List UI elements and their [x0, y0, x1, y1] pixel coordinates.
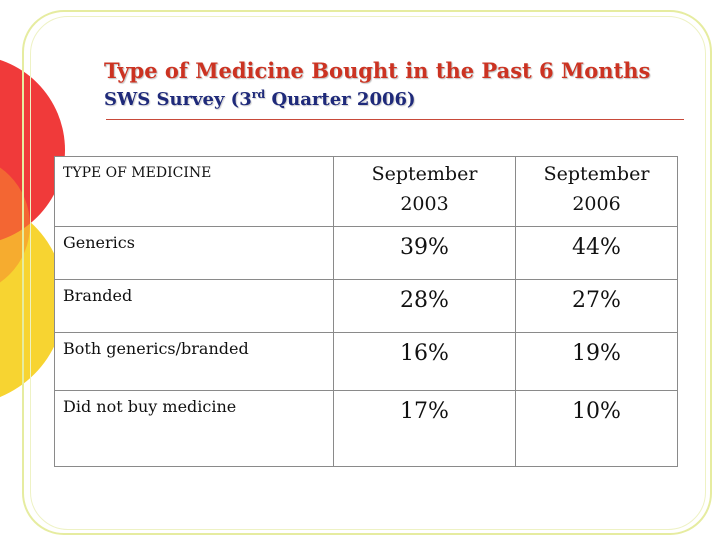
value-september-2006: 44% [515, 226, 678, 280]
slide-subtitle: SWS Survey (3rd Quarter 2006) [104, 88, 416, 110]
row-label: Both generics/branded [54, 332, 334, 391]
header-type-of-medicine: TYPE OF MEDICINE [54, 156, 334, 227]
table-row: Did not buy medicine 17% 10% [54, 390, 678, 467]
table-header-row: TYPE OF MEDICINE September 2003 Septembe… [54, 156, 678, 227]
row-label: Branded [54, 279, 334, 333]
medicine-survey-table: TYPE OF MEDICINE September 2003 Septembe… [54, 156, 678, 467]
subtitle-main: SWS Survey (3 [104, 89, 252, 110]
table-row: Both generics/branded 16% 19% [54, 332, 678, 391]
header-col2-line2: 2006 [572, 193, 621, 215]
slide-frame [22, 10, 712, 535]
value-september-2006: 27% [515, 279, 678, 333]
subtitle-rest: Quarter 2006) [265, 89, 416, 110]
table-row: Generics 39% 44% [54, 226, 678, 280]
value-september-2006: 19% [515, 332, 678, 391]
value-september-2003: 17% [333, 390, 516, 467]
row-label: Did not buy medicine [54, 390, 334, 467]
table-row: Branded 28% 27% [54, 279, 678, 333]
value-september-2003: 16% [333, 332, 516, 391]
subtitle-superscript: rd [251, 88, 266, 101]
slide-frame-inner [30, 16, 706, 530]
header-col2-line1: September [543, 163, 650, 185]
slide-title: Type of Medicine Bought in the Past 6 Mo… [104, 58, 651, 83]
header-september-2006: September 2006 [515, 156, 678, 227]
row-label: Generics [54, 226, 334, 280]
value-september-2003: 39% [333, 226, 516, 280]
header-col1-line1: September [371, 163, 478, 185]
value-september-2003: 28% [333, 279, 516, 333]
header-col1-line2: 2003 [400, 193, 449, 215]
value-september-2006: 10% [515, 390, 678, 467]
title-divider [106, 119, 684, 120]
header-september-2003: September 2003 [333, 156, 516, 227]
